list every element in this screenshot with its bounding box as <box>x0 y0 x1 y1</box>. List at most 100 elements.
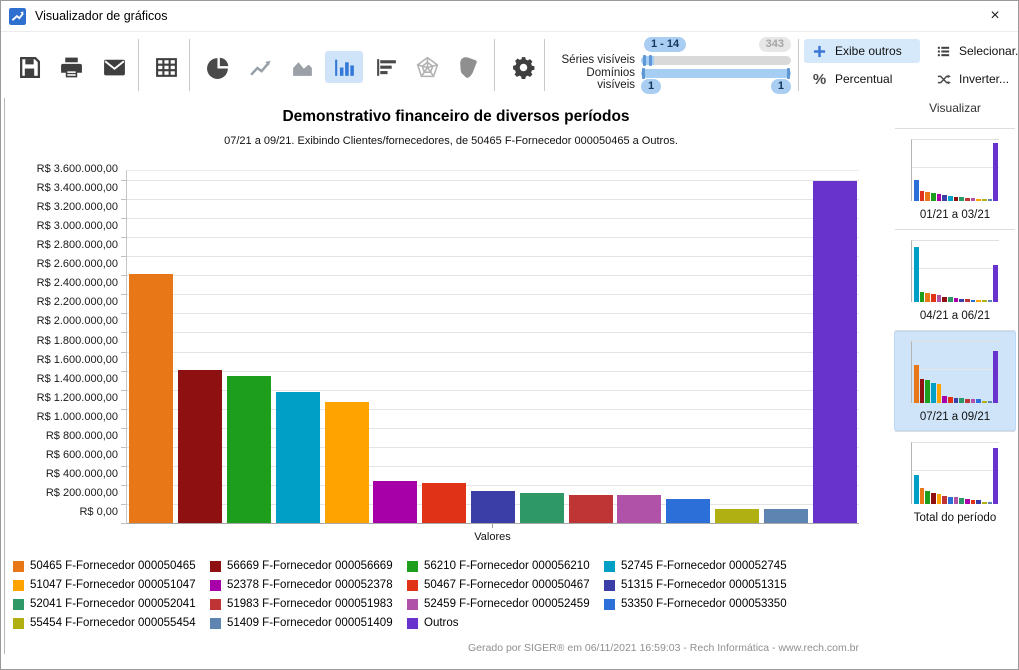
thumbnail-bar <box>914 180 919 201</box>
plot-area: R$ 0,00 R$ 200.000,00 R$ 400.000,00 R$ 600.… <box>37 163 859 524</box>
thumbnail-bar <box>931 382 936 403</box>
domains-slider[interactable] <box>641 68 791 79</box>
bar-52459[interactable] <box>617 495 662 523</box>
selecionar-button[interactable]: Selecionar... <box>928 39 1019 63</box>
thumbnail-bar <box>976 399 982 403</box>
y-axis-label: R$ 3.400.000,00 <box>36 182 118 195</box>
thumbnail-bar <box>965 298 970 302</box>
bar-outros[interactable] <box>812 180 857 523</box>
close-button[interactable]: × <box>990 7 1000 24</box>
line-chart-button[interactable] <box>241 51 279 83</box>
domains-slider-left-handle[interactable] <box>642 68 645 79</box>
series-slider-fill <box>641 56 654 65</box>
thumbnail-bar <box>970 398 976 403</box>
bar-55454[interactable] <box>715 508 759 523</box>
bar-chart-icon <box>334 59 354 76</box>
bar-52041[interactable] <box>519 493 564 523</box>
legend-item[interactable]: Outros <box>407 617 604 629</box>
bar-56210[interactable] <box>227 376 271 523</box>
y-axis-label: R$ 1.800.000,00 <box>36 334 118 347</box>
bar-53350[interactable] <box>666 498 711 523</box>
legend-item[interactable]: 51315 F-Fornecedor 000051315 <box>604 579 873 591</box>
bar-chart-button[interactable] <box>325 51 363 83</box>
legend-label: 51409 F-Fornecedor 000051409 <box>227 617 393 629</box>
legend-item[interactable]: 53350 F-Fornecedor 000053350 <box>604 598 873 610</box>
email-button[interactable] <box>95 51 133 83</box>
legend-item[interactable]: 50467 F-Fornecedor 000050467 <box>407 579 604 591</box>
y-axis-label: R$ 1.000.000,00 <box>36 410 118 423</box>
thumbnail-bar <box>959 398 965 403</box>
bar-51047[interactable] <box>324 401 369 523</box>
legend-swatch <box>210 560 221 572</box>
domains-slider-right-handle[interactable] <box>787 68 790 79</box>
sidebar-item-total-do-per-odo[interactable]: Total do período <box>894 432 1016 532</box>
legend-item[interactable]: 56669 F-Fornecedor 000056669 <box>210 560 407 572</box>
thumbnail-bar <box>936 494 942 504</box>
legend-item[interactable]: 52459 F-Fornecedor 000052459 <box>407 598 604 610</box>
legend-label: 55454 F-Fornecedor 000055454 <box>30 617 196 629</box>
y-axis-tick <box>121 389 127 391</box>
thumbnail-bar <box>959 497 965 504</box>
thumbnail-bar <box>987 199 993 201</box>
exibe-outros-button[interactable]: Exibe outros <box>804 39 920 63</box>
area-chart-icon <box>292 61 312 76</box>
sidebar-item-07-21-a-09-21[interactable]: 07/21 a 09/21 <box>894 331 1016 431</box>
thumbnail-bar <box>959 298 965 302</box>
plus-icon <box>813 45 826 57</box>
sidebar-separator <box>895 330 1015 331</box>
panel-divider <box>4 98 5 654</box>
series-slider-right-handle[interactable] <box>649 55 652 66</box>
radar-chart-button[interactable] <box>408 51 446 83</box>
thumbnail-bar <box>970 299 976 302</box>
print-button[interactable] <box>52 51 90 83</box>
bar-50465[interactable] <box>129 273 174 523</box>
legend-item[interactable]: 51409 F-Fornecedor 000051409 <box>210 617 407 629</box>
legend-item[interactable]: 50465 F-Fornecedor 000050465 <box>13 560 210 572</box>
area-chart-button[interactable] <box>283 51 321 83</box>
bar-52745[interactable] <box>275 391 320 523</box>
legend-swatch <box>407 598 418 610</box>
toolbar: 1 - 14 343 Séries visíveis Domínios visí… <box>1 33 1019 97</box>
legend-item[interactable]: 55454 F-Fornecedor 000055454 <box>13 617 210 629</box>
bar-52378[interactable] <box>373 481 418 523</box>
map-chart-button[interactable] <box>448 51 486 83</box>
gridline <box>127 256 859 258</box>
thumbnail-bar <box>953 398 959 403</box>
percentual-button[interactable]: % Percentual <box>804 67 920 91</box>
gridline <box>127 180 859 181</box>
inverter-button[interactable]: Inverter... <box>928 67 1019 91</box>
legend-label: Outros <box>424 617 459 629</box>
y-axis-label: R$ 1.600.000,00 <box>36 353 118 366</box>
sidebar-item-04-21-a-06-21[interactable]: 04/21 a 06/21 <box>894 230 1016 330</box>
legend-item[interactable]: 52378 F-Fornecedor 000052378 <box>210 579 407 591</box>
thumbnail-bar <box>931 193 936 201</box>
settings-button[interactable] <box>504 51 542 83</box>
y-axis-label: R$ 2.200.000,00 <box>36 296 118 309</box>
y-axis-tick <box>121 523 127 524</box>
series-slider[interactable] <box>641 55 791 66</box>
domains-max-badge: 1 <box>770 79 791 94</box>
y-axis-tick <box>121 370 127 372</box>
percentual-label: Percentual <box>835 72 893 86</box>
legend-item[interactable]: 52041 F-Fornecedor 000052041 <box>13 598 210 610</box>
bar-50467[interactable] <box>422 482 467 523</box>
bar-51409[interactable] <box>763 508 808 523</box>
sidebar-item-01-21-a-03-21[interactable]: 01/21 a 03/21 <box>894 129 1016 229</box>
legend-item[interactable]: 51047 F-Fornecedor 000051047 <box>13 579 210 591</box>
pie-chart-button[interactable] <box>199 51 237 83</box>
percent-icon: % <box>812 70 827 88</box>
legend-item[interactable]: 56210 F-Fornecedor 000056210 <box>407 560 604 572</box>
table-view-button[interactable] <box>147 51 185 83</box>
bar-56669[interactable] <box>178 369 223 523</box>
gridline <box>127 370 859 372</box>
horizontal-bar-chart-button[interactable] <box>367 51 405 83</box>
bar-51315[interactable] <box>471 491 515 523</box>
y-axis-label: R$ 600.000,00 <box>45 448 118 461</box>
bar-51983[interactable] <box>568 495 613 523</box>
legend-item[interactable]: 51983 F-Fornecedor 000051983 <box>210 598 407 610</box>
legend-item[interactable]: 52745 F-Fornecedor 000052745 <box>604 560 873 572</box>
thumbnail-bar <box>970 197 976 201</box>
save-button[interactable] <box>10 51 48 83</box>
series-slider-left-handle[interactable] <box>643 55 646 66</box>
map-chart-icon <box>459 56 477 78</box>
